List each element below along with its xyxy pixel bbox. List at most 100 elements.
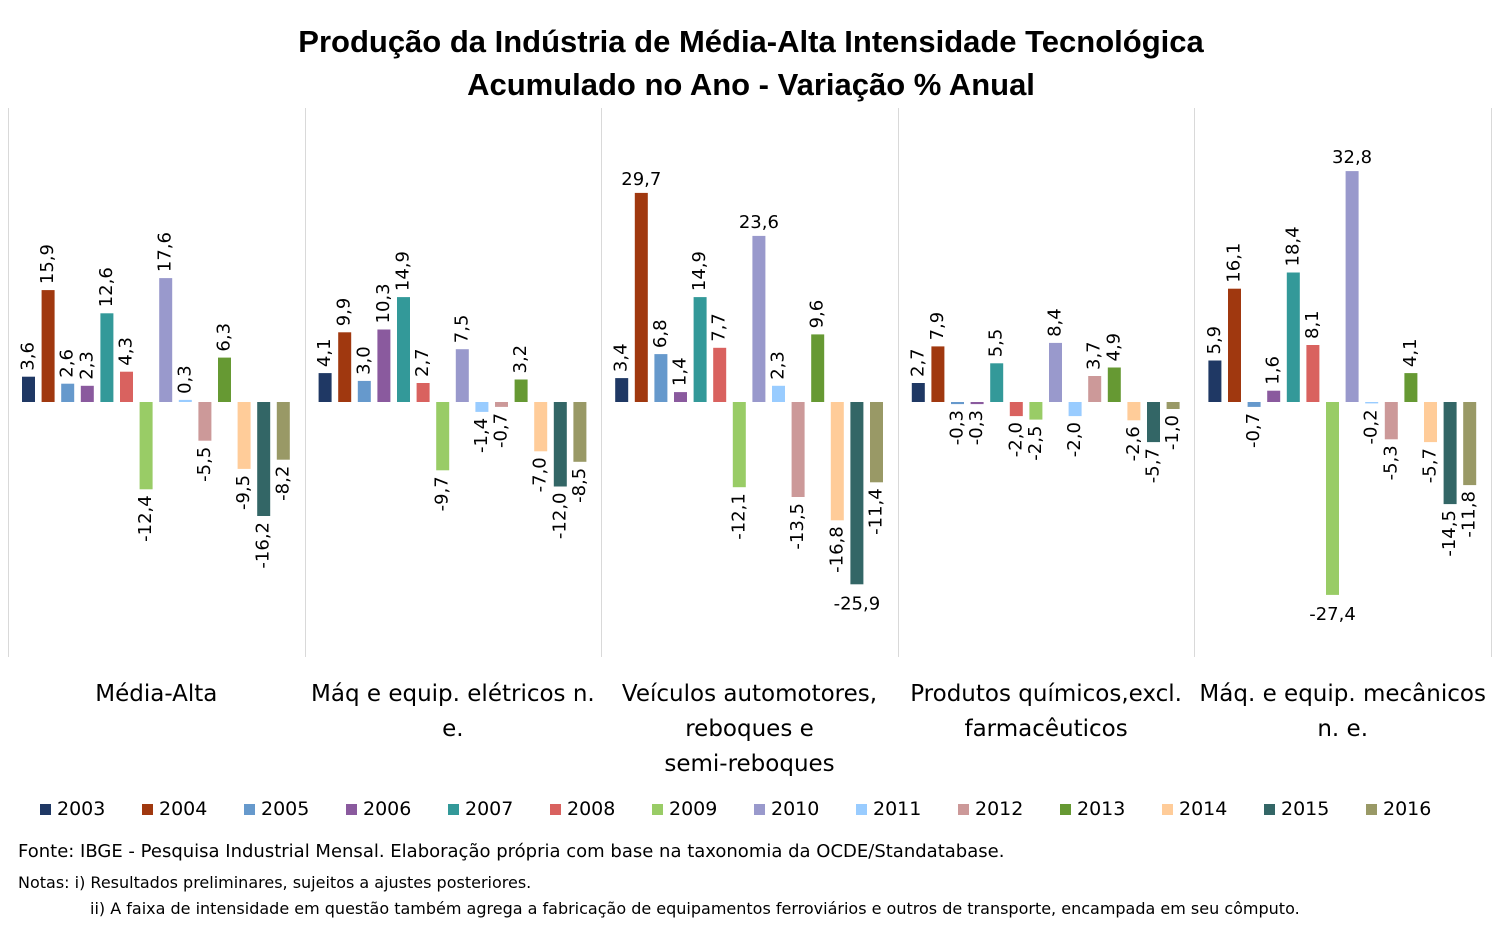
legend-label: 2011 xyxy=(873,798,922,820)
data-label: -5,3 xyxy=(1380,445,1401,480)
bar-2004 xyxy=(634,192,648,402)
data-label: -0,3 xyxy=(947,410,968,445)
data-label: -12,0 xyxy=(549,493,570,540)
bar-2012 xyxy=(791,402,805,497)
data-label: -8,5 xyxy=(569,468,590,503)
data-label: -16,8 xyxy=(826,526,847,573)
bar-2010 xyxy=(1049,342,1062,402)
data-label: 3,0 xyxy=(353,346,374,375)
legend-item-2011: 2011 xyxy=(856,798,958,820)
data-label: 15,9 xyxy=(37,244,58,284)
legend-item-2003: 2003 xyxy=(40,798,142,820)
legend-item-2007: 2007 xyxy=(448,798,550,820)
legend-label: 2014 xyxy=(1179,798,1228,820)
legend-item-2012: 2012 xyxy=(958,798,1060,820)
legend-label: 2008 xyxy=(567,798,616,820)
bar-2006 xyxy=(1267,390,1281,402)
legend-item-2010: 2010 xyxy=(754,798,856,820)
legend-label: 2003 xyxy=(57,798,106,820)
bar-2007 xyxy=(693,297,707,402)
bar-2014 xyxy=(1424,402,1437,443)
bar-2004 xyxy=(41,290,55,402)
legend-item-2009: 2009 xyxy=(652,798,754,820)
bar-2003 xyxy=(22,376,35,402)
data-label: -27,4 xyxy=(1309,604,1356,625)
bar-2007 xyxy=(100,313,114,402)
bar-2009 xyxy=(732,402,746,488)
legend-label: 2010 xyxy=(771,798,820,820)
data-label: -0,2 xyxy=(1361,409,1382,444)
bar-2005 xyxy=(61,383,75,402)
bar-2011 xyxy=(1068,402,1082,417)
bar-2015 xyxy=(1443,402,1457,505)
bar-2010 xyxy=(1345,171,1359,402)
data-label: -1,4 xyxy=(471,418,492,453)
bar-2003 xyxy=(615,378,629,402)
bar-2013 xyxy=(1404,373,1418,402)
data-label: -25,9 xyxy=(834,593,881,614)
legend-swatch xyxy=(40,803,51,815)
data-label: -12,4 xyxy=(135,495,156,542)
data-label: 4,1 xyxy=(314,338,335,367)
legend-label: 2006 xyxy=(363,798,412,820)
data-label: -2,0 xyxy=(1064,422,1085,457)
bar-2009 xyxy=(436,402,450,471)
data-label: 2,7 xyxy=(907,348,928,377)
legend-swatch xyxy=(1162,803,1173,815)
bar-2006 xyxy=(80,385,94,402)
data-label: -16,2 xyxy=(253,522,274,569)
bar-2011 xyxy=(178,399,192,402)
data-label: -5,7 xyxy=(1420,448,1441,483)
category-label: Máq e equip. elétricos n. e. xyxy=(311,681,595,742)
data-label: 0,3 xyxy=(174,365,195,394)
bar-2005 xyxy=(357,380,371,402)
data-label: 17,6 xyxy=(155,232,176,272)
data-label: -11,4 xyxy=(866,488,887,535)
bar-2010 xyxy=(752,235,766,402)
legend-item-2014: 2014 xyxy=(1162,798,1264,820)
data-label: 9,6 xyxy=(807,300,828,329)
legend-label: 2013 xyxy=(1077,798,1126,820)
legend-item-2013: 2013 xyxy=(1060,798,1162,820)
data-label: -0,3 xyxy=(966,410,987,445)
legend-item-2006: 2006 xyxy=(346,798,448,820)
legend-swatch xyxy=(652,803,663,815)
legend-swatch xyxy=(754,803,765,815)
data-label: 3,4 xyxy=(611,343,632,372)
legend-swatch xyxy=(958,803,969,815)
data-label: 16,1 xyxy=(1224,243,1245,283)
legend-swatch xyxy=(448,803,459,815)
bar-2011 xyxy=(475,402,489,412)
data-label: 1,4 xyxy=(670,357,691,386)
legend-item-2005: 2005 xyxy=(244,798,346,820)
category-label: Média-Alta xyxy=(95,681,217,707)
bar-2012 xyxy=(1384,402,1398,440)
legend-label: 2015 xyxy=(1281,798,1330,820)
bar-2008 xyxy=(1009,402,1023,417)
bar-2014 xyxy=(830,402,844,521)
bar-2007 xyxy=(1286,272,1300,402)
category-label: Máq. e equip. mecânicos n. e. xyxy=(1199,681,1486,742)
data-label: 14,9 xyxy=(689,251,710,291)
legend-label: 2012 xyxy=(975,798,1024,820)
bar-2015 xyxy=(257,402,271,516)
bar-2008 xyxy=(1306,345,1320,402)
bar-2008 xyxy=(120,371,133,402)
data-label: 5,9 xyxy=(1204,326,1225,355)
bar-2012 xyxy=(1088,376,1102,402)
bar-2005 xyxy=(654,354,668,402)
legend: 2003 2004 2005 2006 2007 2008 2009 2010 2011 2012… xyxy=(40,798,1480,820)
bar-2011 xyxy=(772,385,785,402)
bar-2004 xyxy=(338,332,352,402)
legend-label: 2004 xyxy=(159,798,208,820)
legend-label: 2009 xyxy=(669,798,718,820)
note-1: Notas: i) Resultados preliminares, sujei… xyxy=(18,873,532,892)
bar-2012 xyxy=(495,402,508,407)
plot-area: Média-Alta Máq e equip. elétricos n. e. Veí… xyxy=(8,108,1492,777)
bar-2009 xyxy=(139,402,153,490)
legend-label: 2007 xyxy=(465,798,514,820)
data-label: 2,6 xyxy=(57,349,78,378)
bar-2008 xyxy=(713,347,727,402)
data-label: 29,7 xyxy=(621,169,661,190)
data-label: 18,4 xyxy=(1282,226,1303,266)
